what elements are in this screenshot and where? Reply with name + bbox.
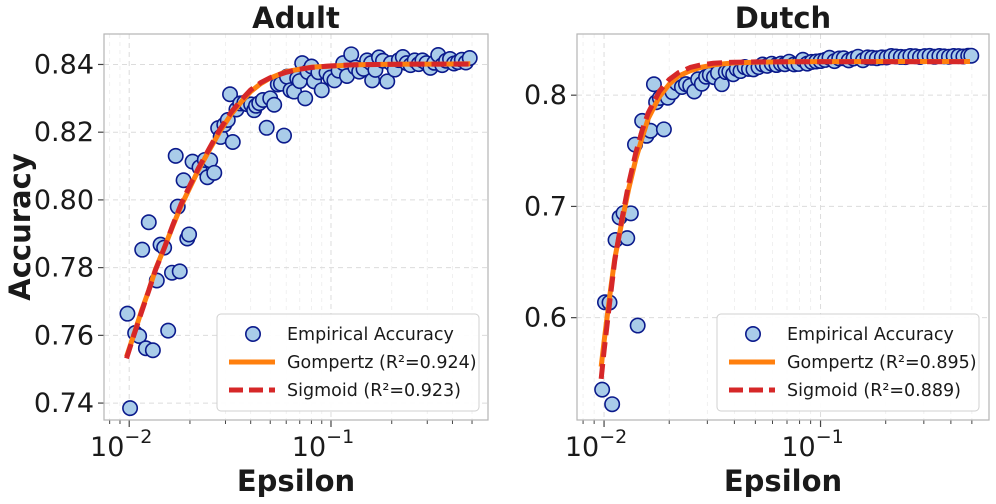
data-point	[171, 263, 188, 280]
data-point	[379, 73, 396, 90]
data-point	[297, 90, 314, 107]
legend-box	[216, 313, 480, 412]
x-tick-label: 10−2	[565, 426, 627, 463]
legend-marker-scatter	[245, 325, 262, 342]
legend-box	[716, 313, 980, 412]
data-point	[276, 127, 293, 144]
y-tick-label: 0.84	[34, 49, 94, 80]
adult-chart: 10−2 10−1 0.74 0.76 0.78 0.80 0.82 0.84 Adult Eps…	[3, 1, 489, 498]
y-tick-label: 0.6	[524, 303, 567, 334]
y-tick-label: 0.76	[34, 320, 94, 351]
data-point	[629, 317, 646, 334]
legend: Empirical Accuracy Gompertz (R²=0.924) Sig…	[216, 313, 480, 412]
y-tick-label: 0.7	[524, 191, 567, 222]
chart-title: Dutch	[735, 1, 831, 35]
legend-label: Gompertz (R²=0.924)	[287, 353, 477, 373]
x-tick-label: 10−1	[292, 426, 354, 463]
legend-label: Empirical Accuracy	[787, 325, 954, 345]
data-point	[167, 147, 184, 164]
y-tick-label: 0.8	[524, 80, 567, 111]
data-point	[258, 119, 275, 136]
y-axis-label: Accuracy	[3, 153, 37, 301]
data-point	[222, 86, 239, 103]
data-point	[655, 121, 672, 138]
data-point	[134, 241, 151, 258]
chart-title: Adult	[252, 1, 340, 35]
data-point	[266, 96, 283, 113]
data-point	[594, 381, 611, 398]
sigmoid-curve	[124, 61, 471, 360]
x-tick-label: 10−1	[781, 426, 843, 463]
legend-label: Sigmoid (R²=0.923)	[287, 381, 461, 401]
y-tick-label: 0.80	[34, 185, 94, 216]
data-point	[645, 76, 662, 93]
dutch-chart: 10−2 10−1 0.6 0.7 0.8 Dutch Epsilon Empirical A…	[524, 1, 990, 498]
data-point	[160, 322, 177, 339]
x-axis-label: Epsilon	[724, 464, 842, 498]
legend-label: Sigmoid (R²=0.889)	[787, 381, 961, 401]
data-point	[206, 164, 223, 181]
y-tick-label: 0.74	[34, 388, 94, 419]
data-point	[343, 46, 360, 63]
data-point	[313, 82, 330, 99]
y-tick-label: 0.82	[34, 117, 94, 148]
x-tick-label: 10−2	[90, 426, 152, 463]
data-point	[119, 305, 136, 322]
plot-frame	[103, 33, 489, 421]
y-tick-label: 0.78	[34, 253, 94, 284]
data-point	[604, 396, 621, 413]
sigmoid-curve	[598, 59, 970, 380]
data-point	[144, 342, 161, 359]
data-point	[122, 400, 139, 417]
data-point	[140, 214, 157, 231]
legend-label: Empirical Accuracy	[287, 325, 454, 345]
plot-frame	[576, 33, 990, 421]
data-point	[224, 134, 241, 151]
legend: Empirical Accuracy Gompertz (R²=0.895) Sig…	[716, 313, 980, 412]
data-point	[181, 226, 198, 243]
legend-label: Gompertz (R²=0.895)	[787, 353, 977, 373]
x-axis-label: Epsilon	[237, 464, 355, 498]
legend-marker-scatter	[744, 325, 761, 342]
